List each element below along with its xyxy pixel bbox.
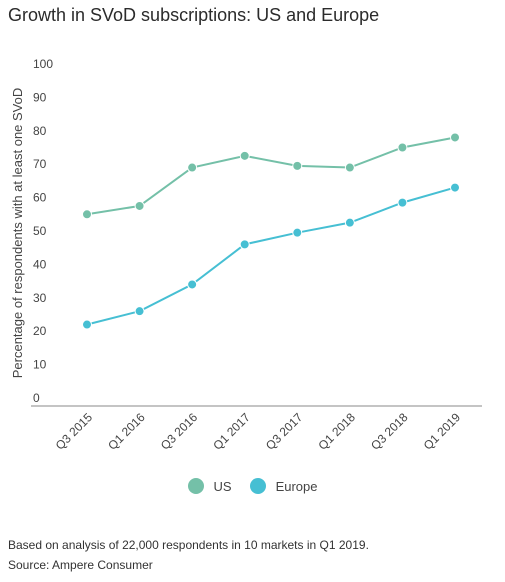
data-point-europe: [450, 182, 460, 193]
legend-item-europe[interactable]: Europe: [249, 478, 318, 494]
y-tick-label: 80: [33, 124, 47, 138]
x-tick-label: Q1 2017: [210, 410, 253, 453]
data-point-us: [292, 160, 303, 171]
data-point-europe: [397, 197, 408, 208]
y-tick-label: 50: [33, 224, 47, 238]
x-tick-label: Q3 2017: [263, 410, 306, 453]
data-point-europe: [292, 227, 303, 238]
x-tick-label: Q1 2019: [421, 410, 464, 453]
data-point-us: [450, 132, 460, 143]
footnote: Based on analysis of 22,000 respondents …: [8, 538, 369, 552]
data-point-us: [187, 162, 198, 173]
y-tick-label: 70: [33, 157, 47, 171]
data-point-europe: [134, 306, 145, 317]
series-line-europe: [86, 186, 456, 326]
y-tick-label: 60: [33, 191, 47, 205]
data-point-us: [239, 150, 250, 161]
y-tick-label: 0: [33, 391, 40, 405]
chart-notes: Based on analysis of 22,000 respondents …: [8, 535, 369, 575]
series-line-us: [86, 136, 456, 216]
data-point-us: [134, 200, 145, 211]
y-tick-label: 100: [33, 57, 53, 71]
legend-swatch-us: [187, 478, 204, 494]
data-point-us: [344, 162, 355, 173]
x-tick-label: Q3 2015: [53, 410, 96, 453]
data-point-europe: [239, 239, 250, 250]
data-point-us: [397, 142, 408, 153]
data-point-europe: [344, 217, 355, 228]
data-point-us: [82, 209, 92, 220]
y-tick-label: 10: [33, 358, 47, 372]
legend-item-us[interactable]: US: [187, 478, 232, 494]
source-note: Source: Ampere Consumer: [8, 558, 153, 572]
data-point-europe: [187, 279, 198, 290]
x-tick-label: Q1 2018: [316, 410, 359, 453]
y-tick-label: 20: [33, 324, 47, 338]
legend-label-europe: Europe: [275, 478, 318, 494]
data-point-europe: [82, 319, 92, 330]
y-tick-label: 90: [33, 90, 47, 104]
y-tick-label: 40: [33, 257, 47, 271]
line-chart: 0 10 20 30 40 50 60 70 80 90 100 Percentage of resp…: [10, 57, 482, 453]
chart-title: Growth in SVoD subscriptions: US and Eur…: [8, 5, 380, 25]
legend-swatch-europe: [249, 478, 266, 494]
y-axis-title: Percentage of respondents with at least …: [10, 88, 25, 379]
x-tick-label: Q1 2016: [105, 410, 148, 453]
x-tick-label: Q3 2016: [158, 410, 201, 453]
x-tick-label: Q3 2018: [368, 410, 411, 453]
legend: US Europe: [0, 478, 505, 494]
y-tick-label: 30: [33, 291, 47, 305]
legend-label-us: US: [213, 478, 232, 494]
